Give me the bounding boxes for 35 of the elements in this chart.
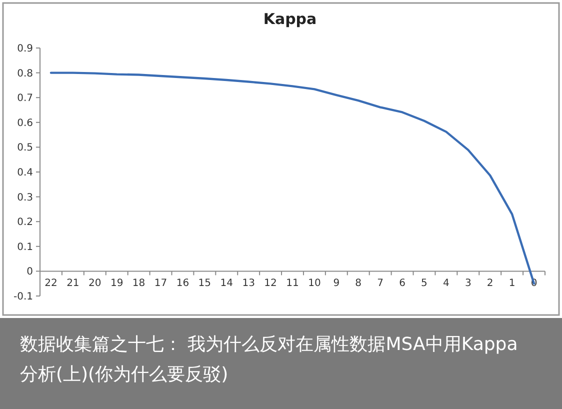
x-tick-label: 15 <box>198 278 212 290</box>
x-tick-label: 8 <box>355 278 362 290</box>
x-tick-label: 18 <box>132 278 146 290</box>
y-tick-label: 0 <box>26 266 33 278</box>
x-tick-label: 13 <box>242 278 255 290</box>
x-tick-label: 3 <box>464 278 472 290</box>
y-tick-label: 0.9 <box>17 44 33 54</box>
y-tick-label: 0.8 <box>17 68 33 80</box>
text: 数据收集篇之十七： 我为什么反对在属性数据MSA中用Kappa分析(上)(你为什么要反驳) <box>20 333 519 387</box>
x-tick-label: 2 <box>486 278 494 290</box>
x-tick-label: 20 <box>88 278 102 290</box>
x-tick-label: 14 <box>220 278 233 290</box>
x-tick-label: 19 <box>110 278 124 290</box>
y-tick-label: 0.2 <box>17 217 33 228</box>
y-tick-label: 0.3 <box>17 192 33 204</box>
x-tick-label: 4 <box>443 278 450 290</box>
x-tick-label: 11 <box>286 278 299 290</box>
x-tick-label: 6 <box>399 278 406 290</box>
chart-title: Kappa <box>263 10 317 28</box>
x-tick-label: 12 <box>264 278 277 290</box>
x-tick-label: 17 <box>154 278 168 290</box>
y-tick-label: 0.6 <box>17 118 33 129</box>
x-tick-label: 22 <box>44 278 58 290</box>
y-tick-label: 0.4 <box>17 168 33 178</box>
x-tick-label: 5 <box>421 278 428 290</box>
x-tick-label: 1 <box>508 278 516 290</box>
y-tick-label: -0.1 <box>13 292 33 302</box>
x-tick-label: 16 <box>176 278 190 290</box>
y-tick-label: 0.5 <box>17 142 33 154</box>
x-tick-label: 21 <box>66 278 80 290</box>
x-tick-label: 10 <box>308 278 321 290</box>
y-tick-label: 0.7 <box>17 93 33 104</box>
x-tick-label: 7 <box>377 278 384 290</box>
x-tick-label: 9 <box>333 278 340 290</box>
y-tick-label: 0.1 <box>17 242 33 253</box>
